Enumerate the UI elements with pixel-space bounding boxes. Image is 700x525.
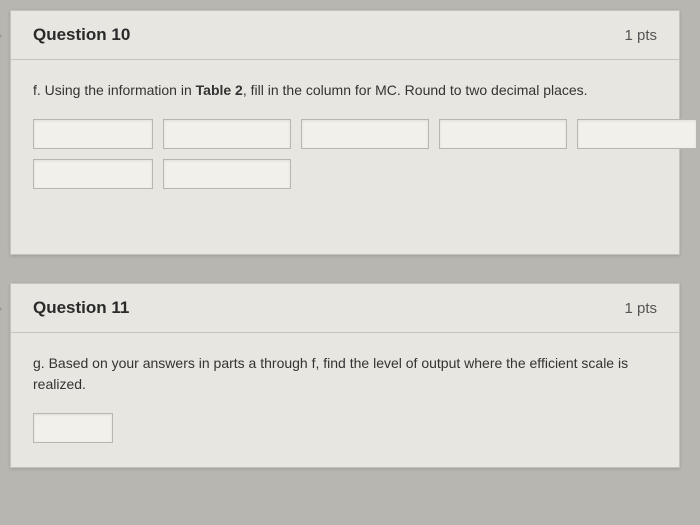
mc-input-2[interactable] bbox=[163, 119, 291, 149]
question-body: g. Based on your answers in parts a thro… bbox=[11, 333, 679, 467]
chevron-right-icon[interactable] bbox=[0, 28, 7, 42]
input-row-2 bbox=[33, 159, 657, 189]
prompt-suffix: , fill in the column for MC. Round to tw… bbox=[243, 82, 588, 98]
prompt-prefix: f. Using the information in bbox=[33, 82, 196, 98]
mc-input-7[interactable] bbox=[163, 159, 291, 189]
mc-input-1[interactable] bbox=[33, 119, 153, 149]
question-card-10: Question 10 1 pts f. Using the informati… bbox=[10, 10, 680, 255]
question-prompt: g. Based on your answers in parts a thro… bbox=[33, 353, 657, 395]
question-header: Question 10 1 pts bbox=[11, 11, 679, 60]
mc-input-4[interactable] bbox=[439, 119, 567, 149]
question-card-11: Question 11 1 pts g. Based on your answe… bbox=[10, 283, 680, 468]
question-title: Question 10 bbox=[33, 25, 130, 45]
prompt-bold: Table 2 bbox=[196, 82, 243, 98]
question-prompt: f. Using the information in Table 2, fil… bbox=[33, 80, 657, 101]
question-body: f. Using the information in Table 2, fil… bbox=[11, 60, 679, 254]
input-row-1 bbox=[33, 119, 657, 149]
chevron-right-icon[interactable] bbox=[0, 301, 7, 315]
efficient-scale-input[interactable] bbox=[33, 413, 113, 443]
mc-input-3[interactable] bbox=[301, 119, 429, 149]
question-points: 1 pts bbox=[624, 300, 657, 317]
question-points: 1 pts bbox=[624, 27, 657, 44]
mc-input-5[interactable] bbox=[577, 119, 697, 149]
question-title: Question 11 bbox=[33, 298, 129, 318]
mc-input-6[interactable] bbox=[33, 159, 153, 189]
question-header: Question 11 1 pts bbox=[11, 284, 679, 333]
